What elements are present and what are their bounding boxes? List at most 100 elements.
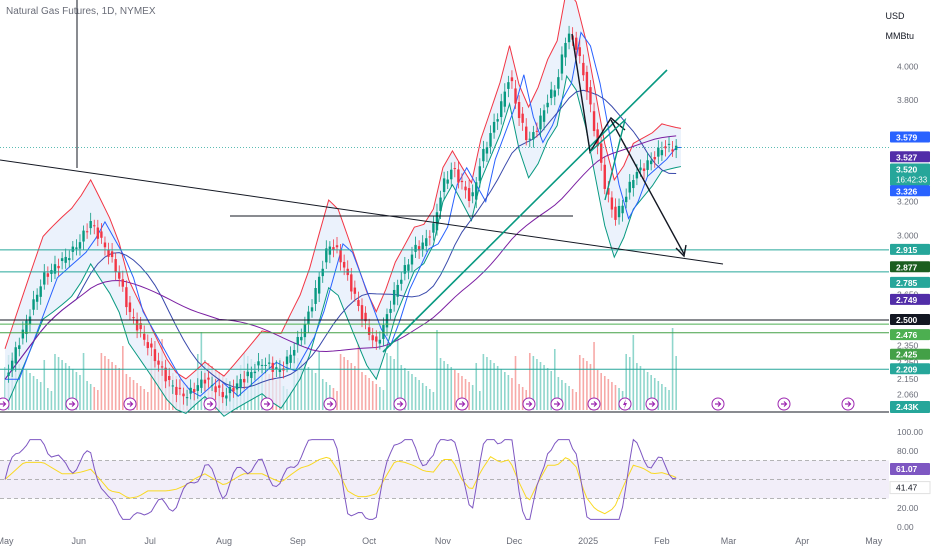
candle-body: [292, 349, 296, 356]
candle-body: [460, 180, 464, 183]
candle-body: [510, 77, 514, 82]
candle-body: [517, 101, 521, 119]
event-arrow-icon: [455, 397, 469, 411]
time-tick-label: Feb: [654, 536, 670, 546]
event-arrow-icon: [645, 397, 659, 411]
candle-body: [478, 166, 482, 181]
candle-body: [489, 133, 492, 147]
volume-bar: [461, 376, 463, 410]
time-tick-label: May: [865, 536, 883, 546]
volume-bar: [54, 354, 56, 410]
candle-body: [150, 343, 153, 348]
candle-body: [193, 389, 196, 393]
candle-body: [639, 167, 642, 171]
volume-bar: [357, 344, 360, 410]
volume-bar: [564, 383, 567, 410]
candle-body: [110, 251, 114, 258]
candle-body: [657, 147, 660, 157]
event-arrow-icon: [0, 397, 10, 411]
volume-bar: [82, 353, 85, 410]
candle-body: [375, 336, 378, 342]
volume-bar: [57, 357, 60, 410]
lightning-icon: [618, 397, 632, 411]
candle-body: [18, 345, 21, 350]
volume-bar: [393, 359, 395, 410]
volume-bar: [650, 375, 652, 410]
volume-bar: [628, 357, 631, 410]
chart-title: Natural Gas Futures, 1D, NYMEX: [6, 6, 156, 17]
price-tick-label: 2.350: [897, 340, 919, 350]
volume-bar: [389, 356, 392, 410]
volume-bar: [571, 389, 574, 410]
candle-body: [257, 361, 260, 366]
candle-body: [307, 311, 310, 325]
candle-body: [453, 168, 457, 170]
time-tick-label: Aug: [216, 536, 232, 546]
candle-body: [496, 119, 499, 122]
candle-body: [203, 379, 207, 384]
volume-bar: [104, 356, 106, 410]
volume-bar: [603, 376, 606, 410]
rsi-moving-average: [4, 456, 677, 515]
candle-body: [410, 254, 414, 265]
currency-box[interactable]: USD MMBtu: [885, 6, 914, 46]
candles: [7, 25, 678, 406]
volume-bar: [36, 379, 38, 410]
candle-body: [503, 91, 506, 107]
candle-body: [389, 308, 392, 313]
candle-body: [278, 368, 282, 373]
volume-bar: [22, 367, 24, 410]
price-label-box: [890, 348, 930, 360]
volume-bar: [75, 372, 78, 410]
volume-bar: [329, 385, 331, 410]
candle-body: [392, 289, 396, 305]
candle-body: [25, 320, 28, 335]
volume-bar: [446, 364, 449, 410]
volume-bar: [289, 392, 292, 410]
candle-body: [492, 121, 496, 133]
candle-body: [250, 372, 253, 378]
bollinger-upper: [4, 0, 682, 380]
event-arrow-icon: [260, 397, 274, 411]
candle-body: [535, 130, 539, 132]
volume-bar: [643, 369, 645, 410]
candle-body: [332, 247, 335, 251]
candle-body: [575, 37, 578, 50]
candle-body: [667, 143, 671, 145]
candle-body: [225, 395, 228, 399]
volume-bar: [468, 382, 470, 410]
candle-body: [96, 227, 100, 239]
candle-body: [21, 329, 25, 339]
candle-body: [500, 101, 503, 118]
volume-bar: [553, 349, 556, 410]
candle-body: [614, 206, 617, 220]
volume-bar: [111, 362, 113, 410]
volume-bar: [429, 389, 431, 410]
volume-bar: [582, 358, 585, 410]
candle-body: [246, 371, 249, 377]
volume-bar: [482, 354, 485, 410]
volume-bar: [436, 330, 438, 410]
price-label: 2.500: [896, 315, 918, 325]
candle-body: [157, 360, 160, 365]
event-arrow-icon: [323, 397, 337, 411]
volume-bar: [421, 383, 424, 410]
volume-bar: [404, 368, 406, 410]
candle-body: [396, 284, 399, 297]
volume-bar: [18, 364, 21, 410]
volume-bar: [400, 365, 403, 410]
candle-body: [32, 299, 35, 310]
price-tick-label: 3.800: [897, 95, 919, 105]
candle-body: [121, 279, 125, 287]
price-tick-label: 3.000: [897, 230, 919, 240]
candle-body: [171, 385, 174, 387]
volume-bar: [661, 384, 663, 410]
candle-body: [635, 171, 639, 179]
candle-body: [93, 225, 96, 227]
event-arrow-icon: [522, 397, 536, 411]
volume-bar: [386, 353, 388, 410]
candle-body: [321, 268, 324, 277]
